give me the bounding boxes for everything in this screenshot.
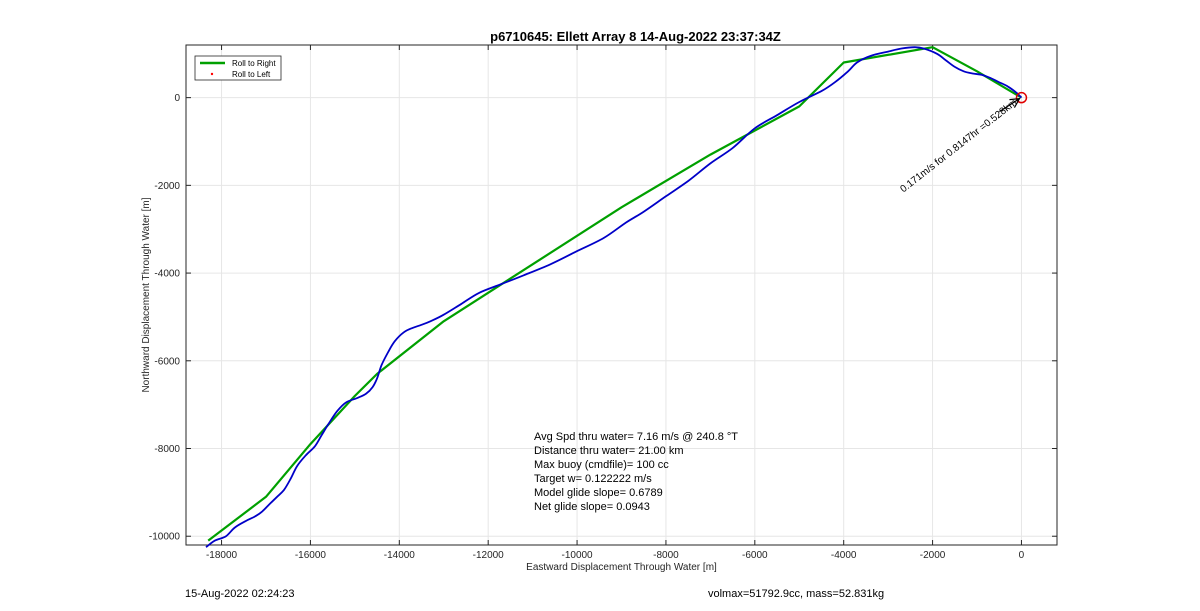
- y-tick-label: -4000: [154, 269, 180, 280]
- x-tick-label: -10000: [561, 550, 593, 561]
- current-arrow-shaft: [999, 98, 1020, 113]
- legend-box: [194, 55, 282, 81]
- stats-block: Avg Spd thru water= 7.16 m/s @ 240.8 °T …: [534, 431, 738, 513]
- y-tick-label: -10000: [149, 532, 181, 543]
- legend-label-roll-right: Roll to Right: [232, 59, 276, 68]
- legend-label-roll-left: Roll to Left: [232, 70, 271, 79]
- data-series: [205, 46, 1023, 548]
- footer-vol-mass: volmax=51792.9cc, mass=52.831kg: [708, 588, 885, 600]
- x-tick-label: -8000: [653, 550, 679, 561]
- glider-track: [205, 46, 1023, 548]
- x-tick-label: -14000: [384, 550, 416, 561]
- y-tick-label: -2000: [154, 181, 180, 192]
- stats-line-distance: Distance thru water= 21.00 km: [534, 445, 684, 457]
- stats-line-target-w: Target w= 0.122222 m/s: [534, 473, 652, 485]
- axis-ticks: -18000 -16000 -14000 -12000 -10000 -8000 -6000…: [149, 45, 1057, 561]
- stats-line-max-buoy: Max buoy (cmdfile)= 100 cc: [534, 459, 669, 471]
- x-tick-label: -12000: [473, 550, 505, 561]
- current-arrow-label: 0.171m/s for 0.8147hr =0.528km: [898, 97, 1019, 195]
- current-annotation: 0.171m/s for 0.8147hr =0.528km: [898, 91, 1028, 195]
- x-tick-label: -18000: [206, 550, 238, 561]
- current-arrow-head: [1009, 97, 1021, 108]
- footer-timestamp: 15-Aug-2022 02:24:23: [185, 588, 295, 600]
- y-tick-label: 0: [174, 93, 180, 104]
- roll-right-track: [207, 46, 1022, 542]
- y-axis-label: Northward Displacement Through Water [m]: [141, 197, 152, 392]
- x-tick-label: -2000: [920, 550, 946, 561]
- current-origin-marker: [1015, 91, 1028, 104]
- stats-line-avg-speed: Avg Spd thru water= 7.16 m/s @ 240.8 °T: [534, 431, 738, 443]
- x-tick-label: -16000: [295, 550, 327, 561]
- axes-frame: [185, 44, 1058, 546]
- grid-lines: [186, 45, 1057, 545]
- x-axis-label: Eastward Displacement Through Water [m]: [526, 562, 717, 573]
- stats-line-model-glide: Model glide slope= 0.6789: [534, 487, 663, 499]
- x-tick-label: 0: [1019, 550, 1025, 561]
- x-tick-label: -6000: [742, 550, 768, 561]
- y-tick-label: -8000: [154, 444, 180, 455]
- legend: Roll to Right Roll to Left: [194, 55, 282, 81]
- x-tick-label: -4000: [831, 550, 857, 561]
- y-tick-label: -6000: [154, 356, 180, 367]
- stats-line-net-glide: Net glide slope= 0.0943: [534, 501, 650, 513]
- chart-title: p6710645: Ellett Array 8 14-Aug-2022 23:…: [490, 29, 781, 44]
- legend-swatch-roll-left: [210, 72, 214, 76]
